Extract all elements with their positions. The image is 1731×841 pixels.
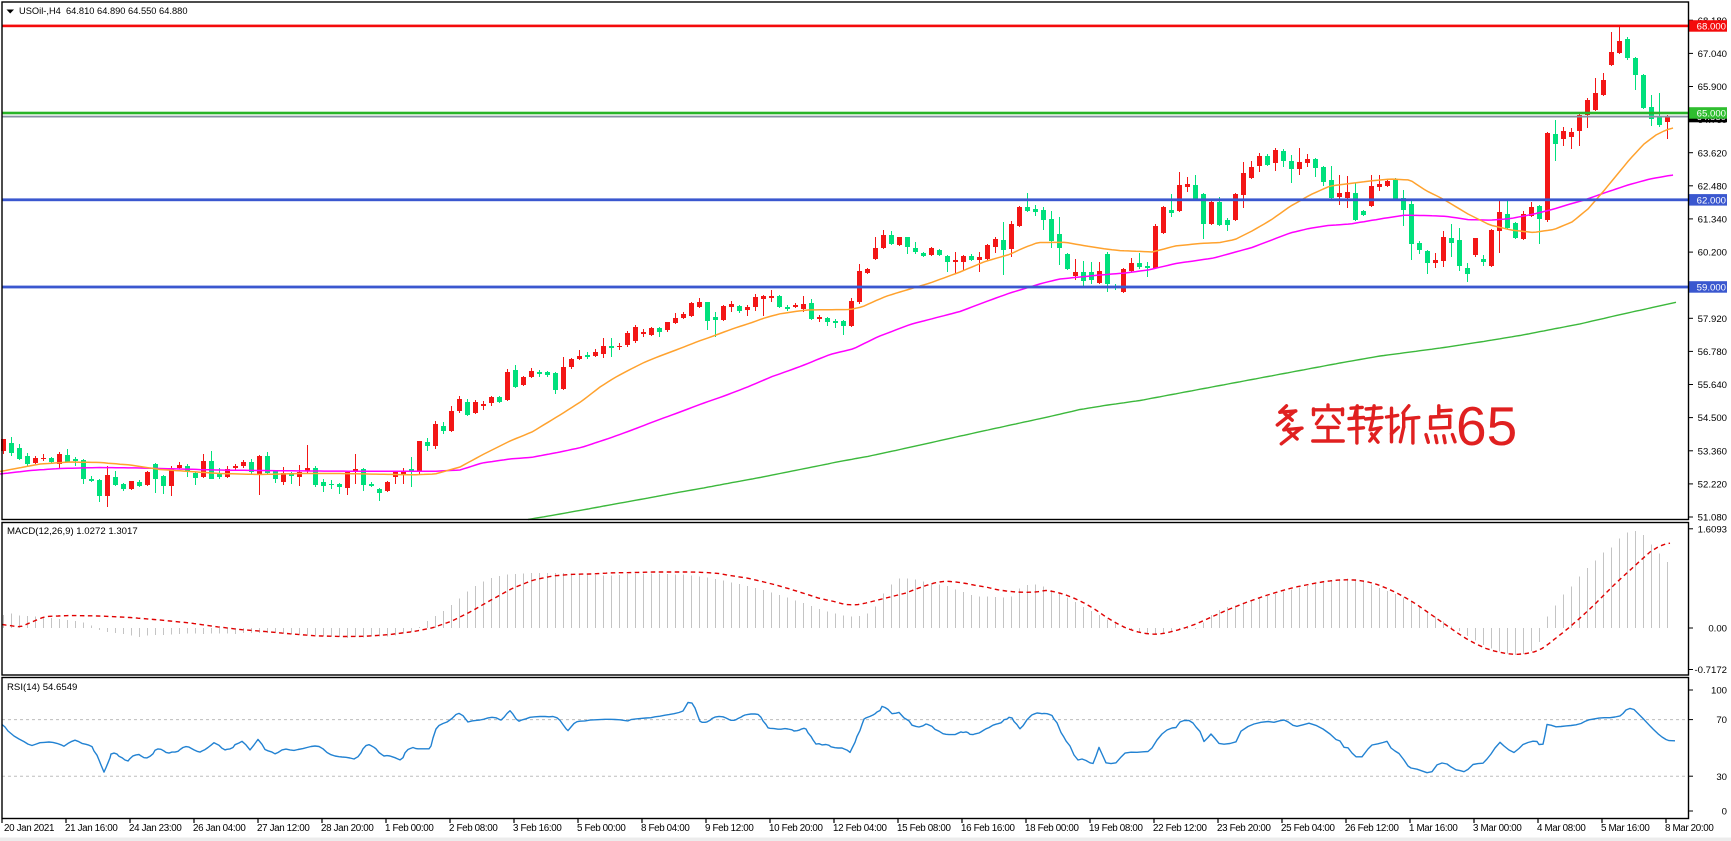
svg-text:54.500: 54.500: [1698, 413, 1727, 424]
svg-text:51.080: 51.080: [1698, 513, 1727, 524]
svg-text:65: 65: [1456, 395, 1517, 457]
svg-text:27 Jan 12:00: 27 Jan 12:00: [257, 823, 310, 834]
svg-text:62.000: 62.000: [1697, 195, 1726, 206]
svg-text:0.00: 0.00: [1708, 624, 1727, 635]
svg-text:28 Jan 20:00: 28 Jan 20:00: [321, 823, 374, 834]
svg-text:3 Feb 16:00: 3 Feb 16:00: [513, 823, 562, 834]
svg-text:MACD(12,26,9) 1.0272 1.3017: MACD(12,26,9) 1.0272 1.3017: [7, 526, 138, 537]
svg-text:22 Feb 12:00: 22 Feb 12:00: [1153, 823, 1207, 834]
svg-text:63.620: 63.620: [1698, 148, 1727, 159]
svg-text:8 Feb 04:00: 8 Feb 04:00: [641, 823, 690, 834]
svg-text:65.000: 65.000: [1697, 109, 1726, 120]
svg-text:65.900: 65.900: [1698, 82, 1727, 93]
svg-text:RSI(14) 54.6549: RSI(14) 54.6549: [7, 682, 77, 693]
svg-text:52.220: 52.220: [1698, 480, 1727, 491]
svg-text:1.6093: 1.6093: [1698, 524, 1727, 535]
svg-text:5 Mar 16:00: 5 Mar 16:00: [1601, 823, 1650, 834]
svg-text:56.780: 56.780: [1698, 347, 1727, 358]
svg-text:20 Jan 2021: 20 Jan 2021: [4, 823, 54, 834]
svg-text:70: 70: [1716, 715, 1727, 726]
svg-text:15 Feb 08:00: 15 Feb 08:00: [897, 823, 951, 834]
svg-text:57.920: 57.920: [1698, 314, 1727, 325]
svg-text:10 Feb 20:00: 10 Feb 20:00: [769, 823, 823, 834]
svg-text:3 Mar 00:00: 3 Mar 00:00: [1473, 823, 1522, 834]
svg-text:5 Feb 00:00: 5 Feb 00:00: [577, 823, 626, 834]
svg-text:61.340: 61.340: [1698, 215, 1727, 226]
svg-text:62.480: 62.480: [1698, 181, 1727, 192]
svg-text:18 Feb 00:00: 18 Feb 00:00: [1025, 823, 1079, 834]
svg-text:12 Feb 04:00: 12 Feb 04:00: [833, 823, 887, 834]
svg-text:16 Feb 16:00: 16 Feb 16:00: [961, 823, 1015, 834]
svg-text:26 Jan 04:00: 26 Jan 04:00: [193, 823, 246, 834]
svg-text:4 Mar 08:00: 4 Mar 08:00: [1537, 823, 1586, 834]
svg-text:68.000: 68.000: [1697, 22, 1726, 33]
svg-text:53.360: 53.360: [1698, 446, 1727, 457]
svg-text:19 Feb 08:00: 19 Feb 08:00: [1089, 823, 1143, 834]
svg-text:1 Feb 00:00: 1 Feb 00:00: [385, 823, 434, 834]
svg-text:67.040: 67.040: [1698, 49, 1727, 60]
svg-text:30: 30: [1716, 772, 1727, 783]
svg-text:59.000: 59.000: [1697, 283, 1726, 294]
svg-text:100: 100: [1711, 686, 1727, 697]
svg-text:USOil-,H4 64.810 64.890 64.55: USOil-,H4 64.810 64.890 64.550 64.880: [19, 6, 188, 16]
svg-text:23 Feb 20:00: 23 Feb 20:00: [1217, 823, 1271, 834]
svg-text:1 Mar 16:00: 1 Mar 16:00: [1409, 823, 1458, 834]
svg-text:26 Feb 12:00: 26 Feb 12:00: [1345, 823, 1399, 834]
svg-text:-0.7172: -0.7172: [1694, 665, 1727, 676]
svg-text:8 Mar 20:00: 8 Mar 20:00: [1665, 823, 1714, 834]
svg-text:60.200: 60.200: [1698, 248, 1727, 259]
svg-text:25 Feb 04:00: 25 Feb 04:00: [1281, 823, 1335, 834]
svg-text:9 Feb 12:00: 9 Feb 12:00: [705, 823, 754, 834]
svg-text:21 Jan 16:00: 21 Jan 16:00: [65, 823, 118, 834]
svg-text:24 Jan 23:00: 24 Jan 23:00: [129, 823, 182, 834]
svg-text:2 Feb 08:00: 2 Feb 08:00: [449, 823, 498, 834]
svg-text:0: 0: [1722, 807, 1727, 818]
svg-text:55.640: 55.640: [1698, 380, 1727, 391]
